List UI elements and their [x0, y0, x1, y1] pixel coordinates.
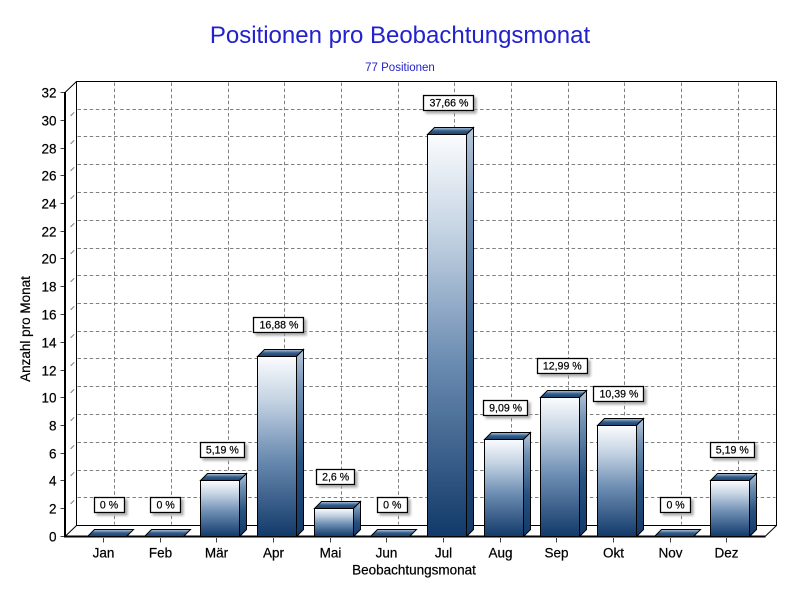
svg-text:Jul: Jul	[435, 546, 452, 561]
svg-text:22: 22	[41, 224, 56, 239]
svg-text:4: 4	[49, 473, 57, 488]
svg-text:0 %: 0 %	[157, 500, 176, 512]
svg-text:0: 0	[49, 529, 57, 544]
svg-text:16,88 %: 16,88 %	[260, 320, 299, 332]
svg-text:Sep: Sep	[544, 546, 568, 561]
svg-text:Mai: Mai	[320, 546, 342, 561]
svg-text:Jan: Jan	[93, 546, 115, 561]
svg-text:Aug: Aug	[488, 546, 512, 561]
svg-text:26: 26	[41, 168, 56, 183]
svg-text:Positionen pro Beobachtungsmon: Positionen pro Beobachtungsmonat	[210, 22, 591, 49]
svg-text:0 %: 0 %	[100, 500, 119, 512]
svg-text:12: 12	[41, 363, 56, 378]
svg-text:9,09 %: 9,09 %	[489, 403, 523, 415]
svg-text:5,19 %: 5,19 %	[716, 445, 750, 457]
svg-text:28: 28	[41, 141, 56, 156]
svg-text:14: 14	[41, 335, 57, 350]
svg-text:Beobachtungsmonat: Beobachtungsmonat	[352, 563, 476, 578]
svg-text:16: 16	[41, 307, 56, 322]
svg-text:5,19 %: 5,19 %	[206, 445, 240, 457]
svg-text:Feb: Feb	[149, 546, 172, 561]
svg-text:20: 20	[41, 251, 56, 266]
svg-text:12,99 %: 12,99 %	[543, 361, 582, 373]
svg-text:10,39 %: 10,39 %	[600, 389, 639, 401]
svg-text:Apr: Apr	[263, 546, 285, 561]
svg-text:Anzahl pro Monat: Anzahl pro Monat	[18, 276, 33, 382]
svg-text:0 %: 0 %	[666, 500, 685, 512]
svg-text:Dez: Dez	[714, 546, 738, 561]
svg-text:6: 6	[49, 446, 57, 461]
svg-text:2: 2	[49, 501, 57, 516]
svg-text:37,66 %: 37,66 %	[430, 98, 469, 110]
svg-text:Okt: Okt	[603, 546, 624, 561]
svg-text:2,6 %: 2,6 %	[322, 472, 350, 484]
svg-text:32: 32	[41, 85, 56, 100]
svg-text:Jun: Jun	[376, 546, 398, 561]
svg-text:8: 8	[49, 418, 57, 433]
svg-text:10: 10	[41, 390, 56, 405]
svg-text:Mär: Mär	[205, 546, 229, 561]
svg-text:0 %: 0 %	[383, 500, 402, 512]
svg-text:77 Positionen: 77 Positionen	[365, 62, 435, 74]
svg-text:24: 24	[41, 196, 57, 211]
svg-text:18: 18	[41, 279, 56, 294]
svg-text:Nov: Nov	[658, 546, 682, 561]
svg-text:30: 30	[41, 113, 56, 128]
